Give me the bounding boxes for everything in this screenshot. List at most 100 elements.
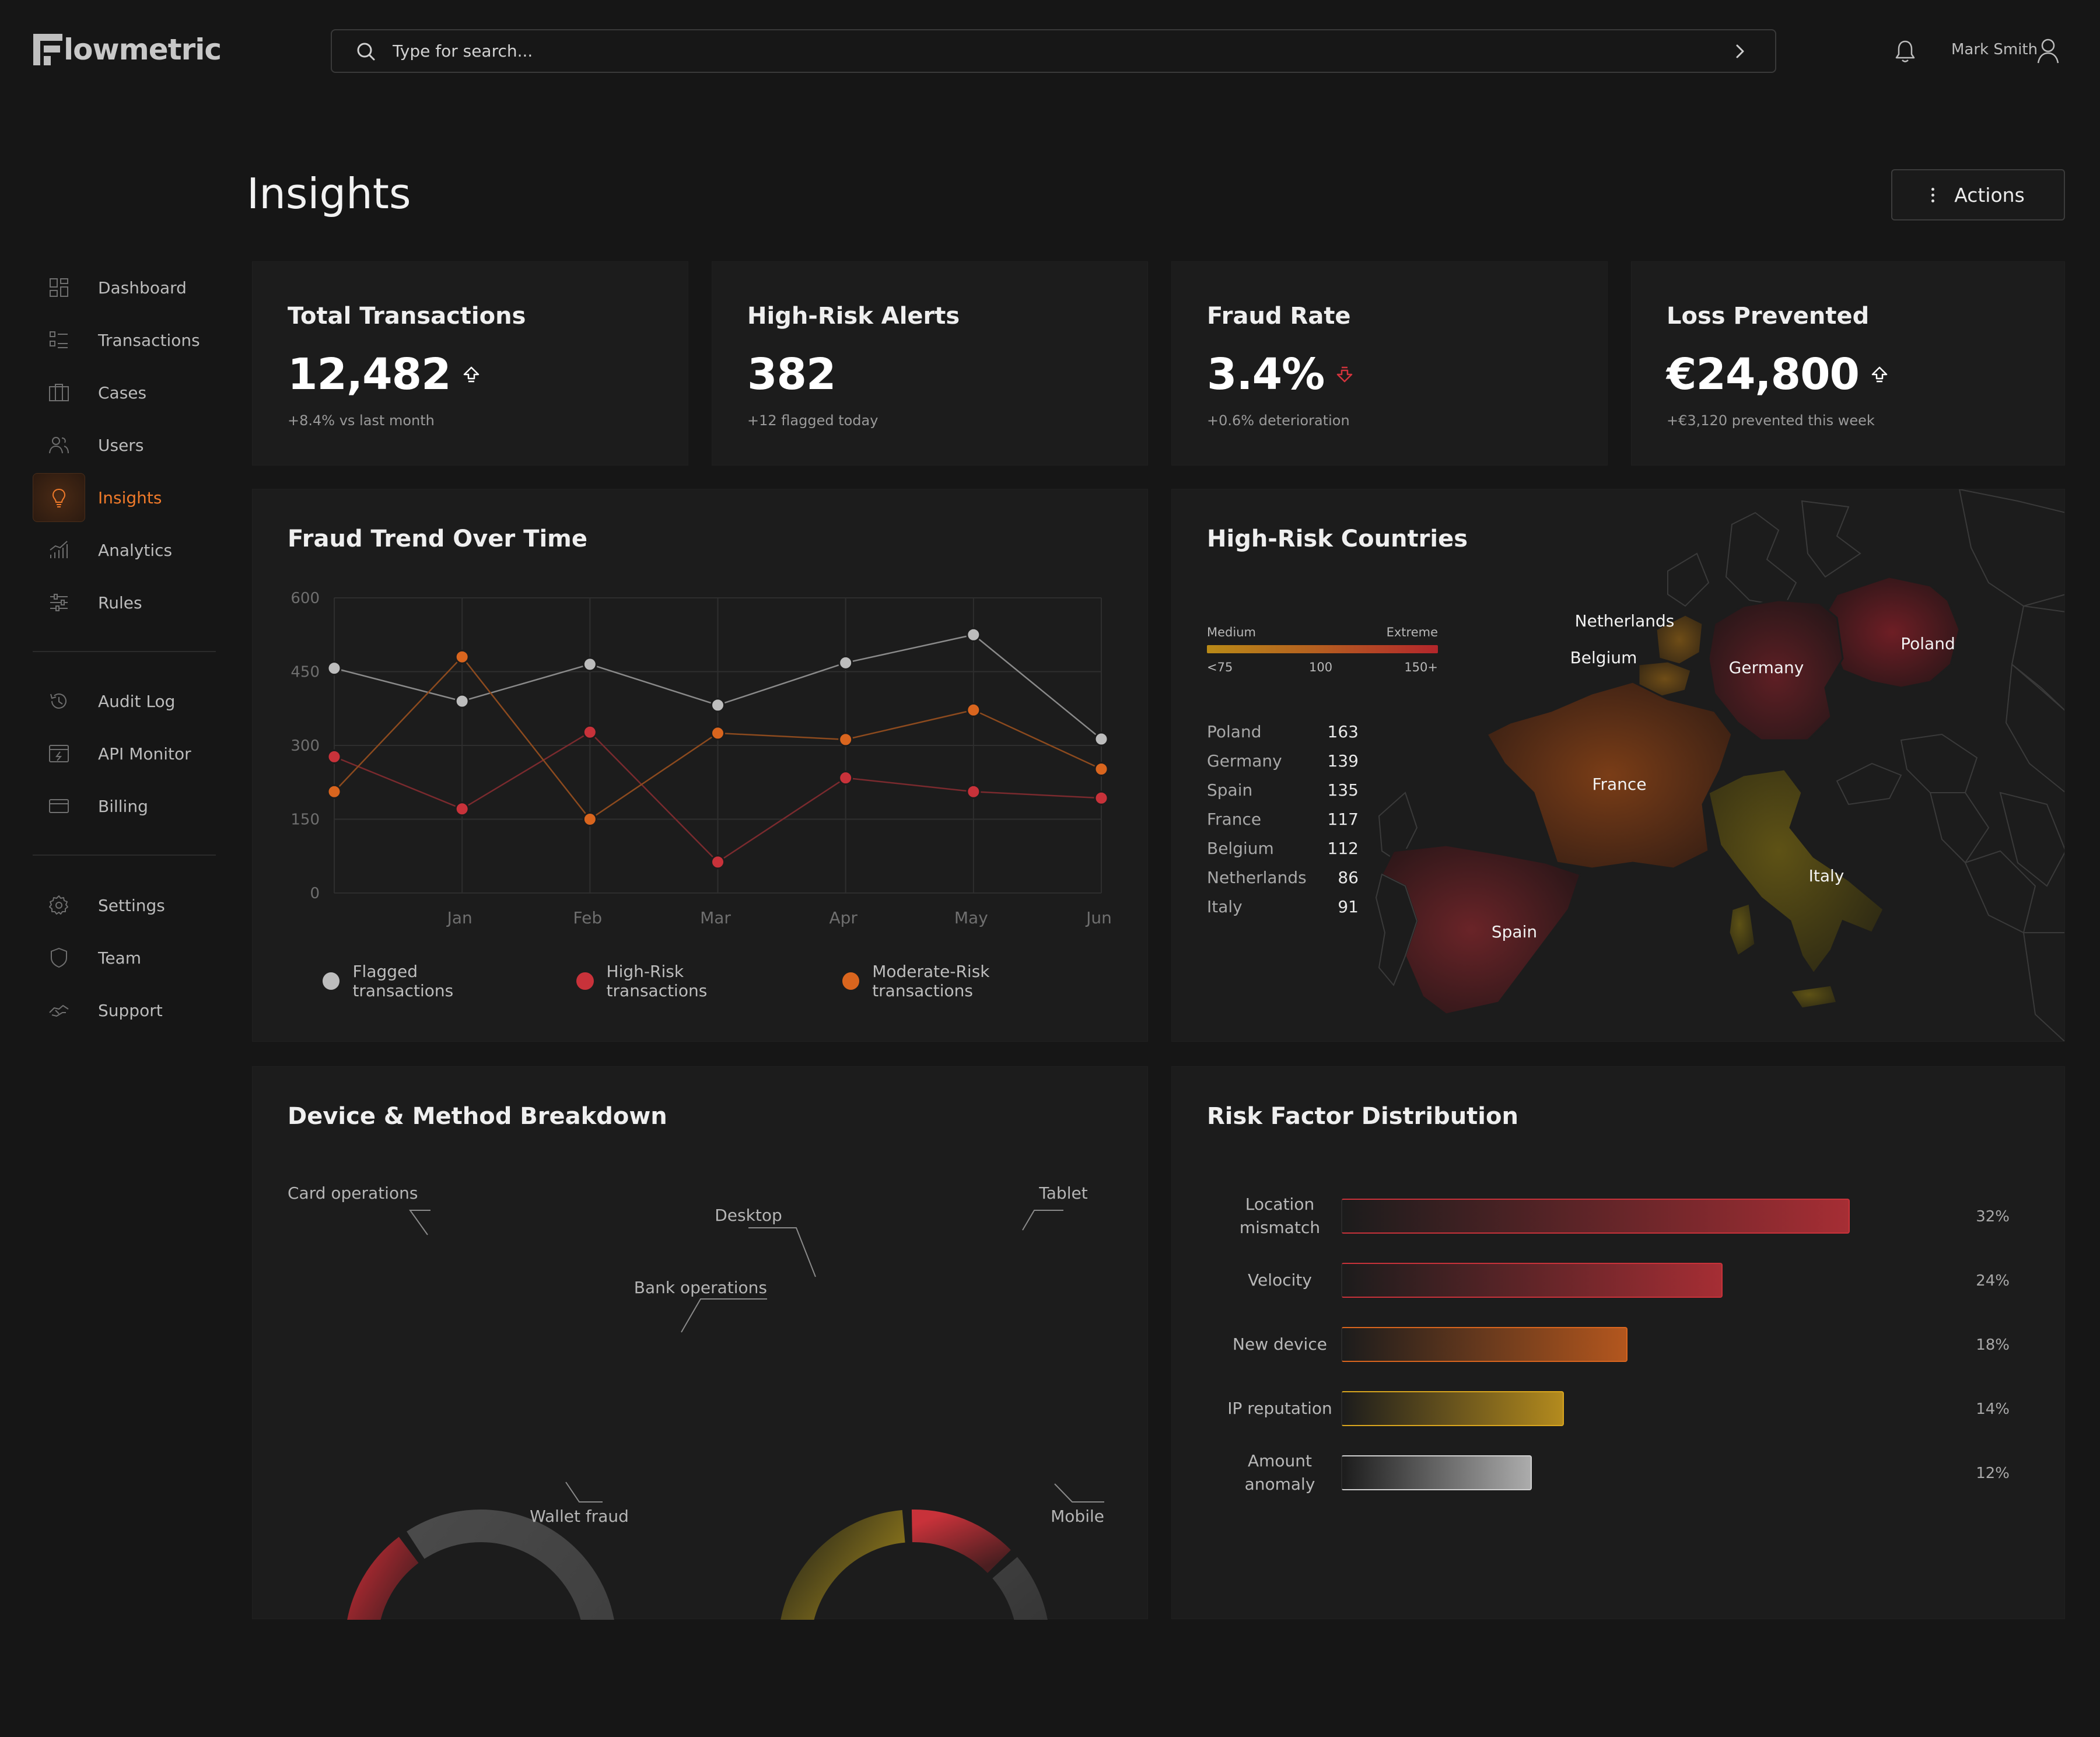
- data-point[interactable]: [454, 649, 470, 664]
- data-point[interactable]: [838, 732, 853, 747]
- sidebar-item-api-monitor[interactable]: API Monitor: [33, 729, 216, 778]
- stat-value: €24,800: [1667, 349, 1889, 400]
- data-point[interactable]: [582, 812, 597, 827]
- map-label-netherlands: Netherlands: [1575, 611, 1675, 631]
- data-point[interactable]: [582, 724, 597, 740]
- leader-line: [681, 1298, 767, 1333]
- chevron-right-icon[interactable]: [1728, 40, 1752, 63]
- data-point[interactable]: [710, 855, 725, 870]
- heatmap-scale: Medium Extreme <75 100 150+: [1207, 625, 1438, 675]
- user-name[interactable]: Mark Smith: [1951, 41, 2038, 58]
- sidebar-item-label: Audit Log: [98, 691, 176, 711]
- data-point[interactable]: [710, 698, 725, 713]
- data-point[interactable]: [838, 771, 853, 786]
- risk-factor-row: Velocity 24%: [1172, 1263, 2068, 1298]
- sidebar-item-label: API Monitor: [98, 744, 191, 764]
- data-point[interactable]: [327, 749, 342, 764]
- donut-slice[interactable]: [407, 1510, 614, 1620]
- stat-card-total-transactions: Total Transactions 12,482 +8.4% vs last …: [252, 261, 688, 465]
- trend-up-icon: [1871, 366, 1888, 383]
- sidebar-item-label: Cases: [98, 383, 147, 402]
- app-logo[interactable]: lowmetric: [33, 30, 222, 69]
- data-point[interactable]: [1094, 761, 1109, 776]
- stat-card-fraud-rate: Fraud Rate 3.4% +0.6% deterioration: [1171, 261, 1608, 465]
- legend-item-moderate-risk[interactable]: Moderate-Risk transactions: [842, 962, 1091, 1000]
- sidebar-item-dashboard[interactable]: Dashboard: [33, 263, 216, 312]
- data-point[interactable]: [966, 702, 981, 717]
- risk-factor-bar[interactable]: [1341, 1455, 1532, 1490]
- sidebar-item-rules[interactable]: Rules: [33, 578, 216, 627]
- data-point[interactable]: [327, 784, 342, 799]
- country-value: 91: [1338, 896, 1359, 916]
- sidebar-item-analytics[interactable]: Analytics: [33, 526, 216, 575]
- country-name: Spain: [1207, 780, 1253, 800]
- user-icon[interactable]: [2036, 37, 2060, 64]
- data-point[interactable]: [327, 661, 342, 676]
- search-input[interactable]: [393, 41, 1728, 61]
- risk-factor-value: 24%: [1976, 1272, 2010, 1290]
- risk-factor-bar[interactable]: [1341, 1199, 1850, 1234]
- logo-mark-icon: [33, 34, 62, 65]
- stat-title: Loss Prevented: [1667, 303, 1870, 330]
- chart-title: Risk Factor Distribution: [1207, 1103, 1518, 1130]
- x-tick-label: Mar: [700, 908, 731, 927]
- actions-label: Actions: [1954, 183, 2025, 206]
- risk-factor-label: IP reputation: [1227, 1399, 1332, 1418]
- data-point[interactable]: [582, 657, 597, 672]
- scale-gradient-bar: [1207, 645, 1438, 653]
- trend-up-icon: [463, 366, 479, 383]
- risk-factor-label: Velocity: [1248, 1270, 1312, 1290]
- data-point[interactable]: [838, 655, 853, 670]
- chart-title: Fraud Trend Over Time: [288, 526, 587, 552]
- sidebar-item-settings[interactable]: Settings: [33, 881, 216, 930]
- risk-factor-bar[interactable]: [1341, 1391, 1564, 1426]
- data-point[interactable]: [710, 726, 725, 741]
- stat-subtext: +8.4% vs last month: [288, 412, 435, 429]
- handshake-icon: [33, 986, 85, 1035]
- risk-factor-value: 18%: [1976, 1336, 2010, 1354]
- data-point[interactable]: [1094, 731, 1109, 747]
- api-monitor-icon: [33, 729, 85, 778]
- sidebar-item-support[interactable]: Support: [33, 986, 216, 1035]
- scale-tick: 150+: [1404, 660, 1438, 674]
- sidebar-item-insights[interactable]: Insights: [33, 473, 216, 522]
- actions-button[interactable]: Actions: [1891, 169, 2065, 220]
- chart-title: High-Risk Countries: [1207, 526, 1468, 552]
- scale-low-label: Medium: [1207, 625, 1256, 639]
- scale-tick: 100: [1309, 660, 1333, 674]
- sidebar-divider: [33, 651, 216, 652]
- stat-value: 12,482: [288, 349, 481, 400]
- country-row: Belgium 112: [1207, 834, 1359, 863]
- legend-item-flagged[interactable]: Flagged transactions: [323, 962, 520, 1000]
- donut-slice[interactable]: [911, 1510, 1011, 1574]
- donut-slice[interactable]: [780, 1510, 906, 1620]
- bell-icon[interactable]: [1894, 38, 1917, 64]
- sidebar-item-audit-log[interactable]: Audit Log: [33, 677, 216, 726]
- leader-line: [1022, 1210, 1063, 1231]
- scale-high-label: Extreme: [1386, 625, 1438, 639]
- sidebar-item-transactions[interactable]: Transactions: [33, 316, 216, 365]
- donut-slice[interactable]: [347, 1536, 419, 1620]
- sidebar-item-team[interactable]: Team: [33, 933, 216, 982]
- search-bar[interactable]: [331, 29, 1776, 73]
- data-point[interactable]: [454, 694, 470, 709]
- data-point[interactable]: [454, 801, 470, 817]
- sidebar-item-users[interactable]: Users: [33, 421, 216, 470]
- legend-item-high-risk[interactable]: High-Risk transactions: [576, 962, 786, 1000]
- sidebar-item-label: Rules: [98, 593, 142, 612]
- y-tick-label: 300: [290, 737, 320, 755]
- risk-factor-bar[interactable]: [1341, 1263, 1723, 1298]
- data-point[interactable]: [966, 784, 981, 799]
- y-tick-label: 450: [290, 664, 320, 681]
- sidebar-item-label: Analytics: [98, 540, 173, 560]
- risk-factor-row: Amount anomaly 12%: [1172, 1451, 2068, 1494]
- risk-factor-card: Risk Factor Distribution Location mismatc…: [1171, 1066, 2065, 1619]
- data-point[interactable]: [1094, 790, 1109, 806]
- risk-factor-bar[interactable]: [1341, 1327, 1628, 1362]
- map-label-belgium: Belgium: [1570, 648, 1637, 667]
- data-point[interactable]: [966, 627, 981, 642]
- sidebar-item-billing[interactable]: Billing: [33, 782, 216, 831]
- sidebar-item-cases[interactable]: Cases: [33, 368, 216, 417]
- transactions-icon: [33, 316, 85, 365]
- billing-icon: [33, 782, 85, 831]
